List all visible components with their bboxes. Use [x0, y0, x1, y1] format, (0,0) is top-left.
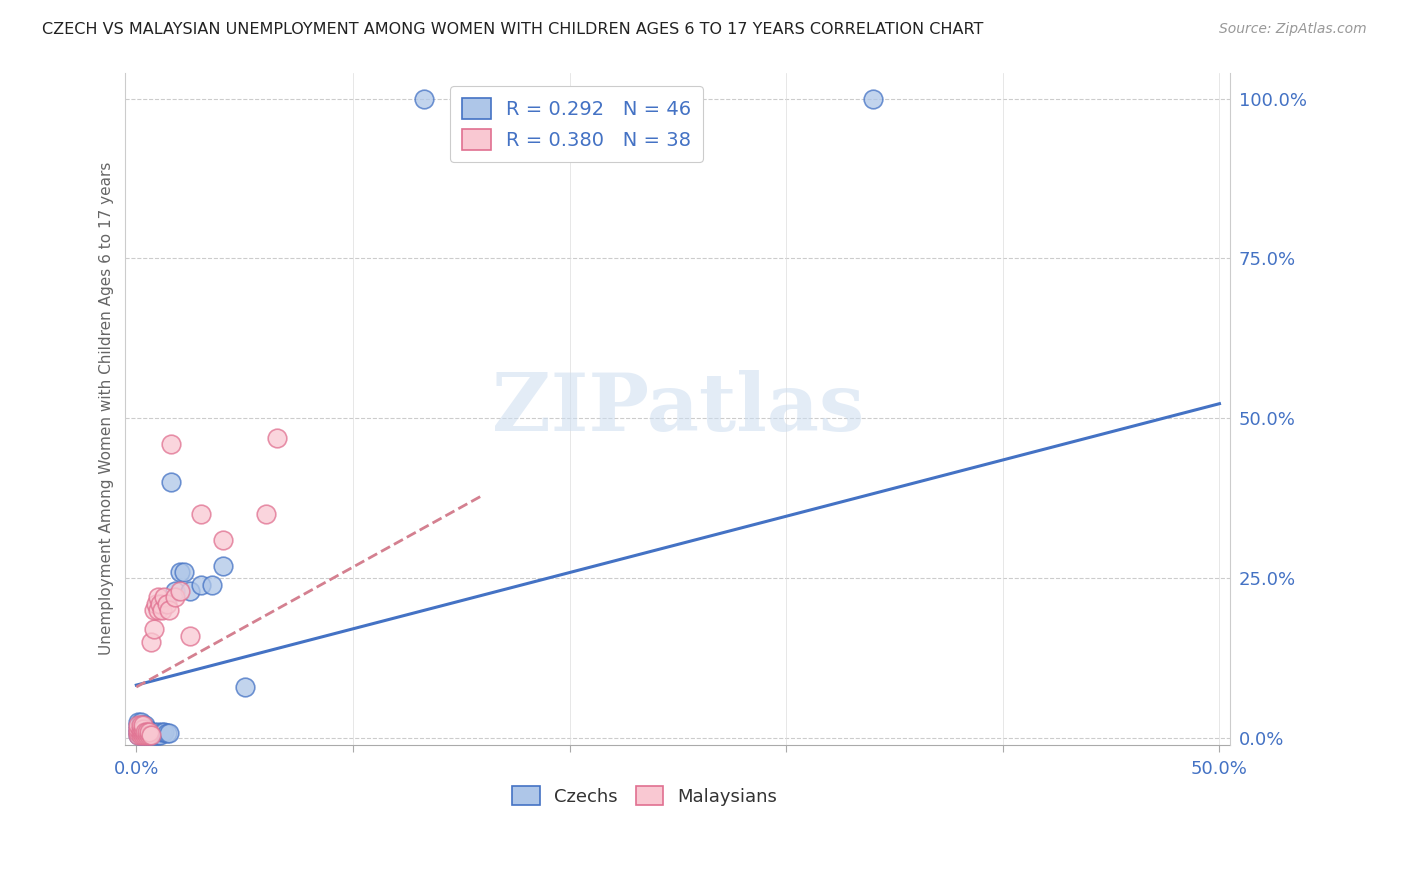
Point — [165, 591, 187, 605]
Point — [127, 724, 149, 739]
Point — [190, 508, 212, 522]
Point — [141, 728, 163, 742]
Point — [142, 724, 165, 739]
Point — [132, 724, 155, 739]
Point — [212, 558, 235, 573]
Point — [145, 728, 167, 742]
Point — [165, 584, 187, 599]
Point — [136, 724, 159, 739]
Point — [141, 728, 163, 742]
Point — [136, 724, 159, 739]
Point — [138, 724, 160, 739]
Point — [146, 591, 169, 605]
Point — [132, 728, 155, 742]
Point — [127, 722, 149, 736]
Text: ZIPatlas: ZIPatlas — [492, 370, 865, 448]
Point — [132, 718, 155, 732]
Point — [127, 728, 149, 742]
Point — [254, 508, 277, 522]
Point — [413, 91, 436, 105]
Point — [150, 724, 173, 739]
Point — [156, 597, 179, 611]
Point — [134, 724, 156, 739]
Point — [156, 726, 179, 740]
Point — [127, 728, 149, 742]
Point — [862, 91, 884, 105]
Point — [142, 603, 165, 617]
Point — [138, 728, 160, 742]
Point — [190, 577, 212, 591]
Point — [129, 722, 152, 736]
Point — [173, 565, 195, 579]
Point — [132, 722, 155, 736]
Point — [134, 718, 156, 732]
Point — [132, 728, 155, 742]
Point — [146, 728, 169, 742]
Point — [160, 475, 183, 490]
Point — [136, 728, 159, 742]
Text: Source: ZipAtlas.com: Source: ZipAtlas.com — [1219, 22, 1367, 37]
Point — [142, 623, 165, 637]
Point — [651, 91, 673, 105]
Point — [127, 715, 149, 730]
Point — [136, 722, 159, 736]
Point — [266, 431, 288, 445]
Point — [127, 718, 149, 732]
Point — [132, 718, 155, 732]
Point — [153, 724, 176, 739]
Point — [134, 728, 156, 742]
Point — [149, 728, 172, 742]
Point — [150, 603, 173, 617]
Point — [179, 584, 201, 599]
Point — [160, 437, 183, 451]
Legend: Czechs, Malaysians: Czechs, Malaysians — [505, 779, 785, 813]
Point — [153, 591, 176, 605]
Point — [134, 728, 156, 742]
Point — [157, 603, 180, 617]
Point — [141, 635, 163, 649]
Point — [149, 597, 172, 611]
Point — [145, 597, 167, 611]
Point — [129, 724, 152, 739]
Point — [138, 728, 160, 742]
Point — [146, 724, 169, 739]
Point — [212, 533, 235, 547]
Point — [157, 726, 180, 740]
Point — [129, 728, 152, 742]
Point — [129, 718, 152, 732]
Point — [134, 724, 156, 739]
Point — [129, 728, 152, 742]
Point — [129, 724, 152, 739]
Point — [141, 724, 163, 739]
Point — [132, 722, 155, 736]
Point — [129, 722, 152, 736]
Y-axis label: Unemployment Among Women with Children Ages 6 to 17 years: Unemployment Among Women with Children A… — [100, 162, 114, 656]
Point — [132, 724, 155, 739]
Point — [201, 577, 224, 591]
Point — [129, 718, 152, 732]
Point — [127, 724, 149, 739]
Point — [129, 715, 152, 730]
Point — [138, 724, 160, 739]
Point — [146, 603, 169, 617]
Text: CZECH VS MALAYSIAN UNEMPLOYMENT AMONG WOMEN WITH CHILDREN AGES 6 TO 17 YEARS COR: CZECH VS MALAYSIAN UNEMPLOYMENT AMONG WO… — [42, 22, 984, 37]
Point — [179, 629, 201, 643]
Point — [169, 584, 191, 599]
Point — [142, 728, 165, 742]
Point — [127, 722, 149, 736]
Point — [127, 718, 149, 732]
Point — [169, 565, 191, 579]
Point — [136, 728, 159, 742]
Point — [233, 680, 256, 694]
